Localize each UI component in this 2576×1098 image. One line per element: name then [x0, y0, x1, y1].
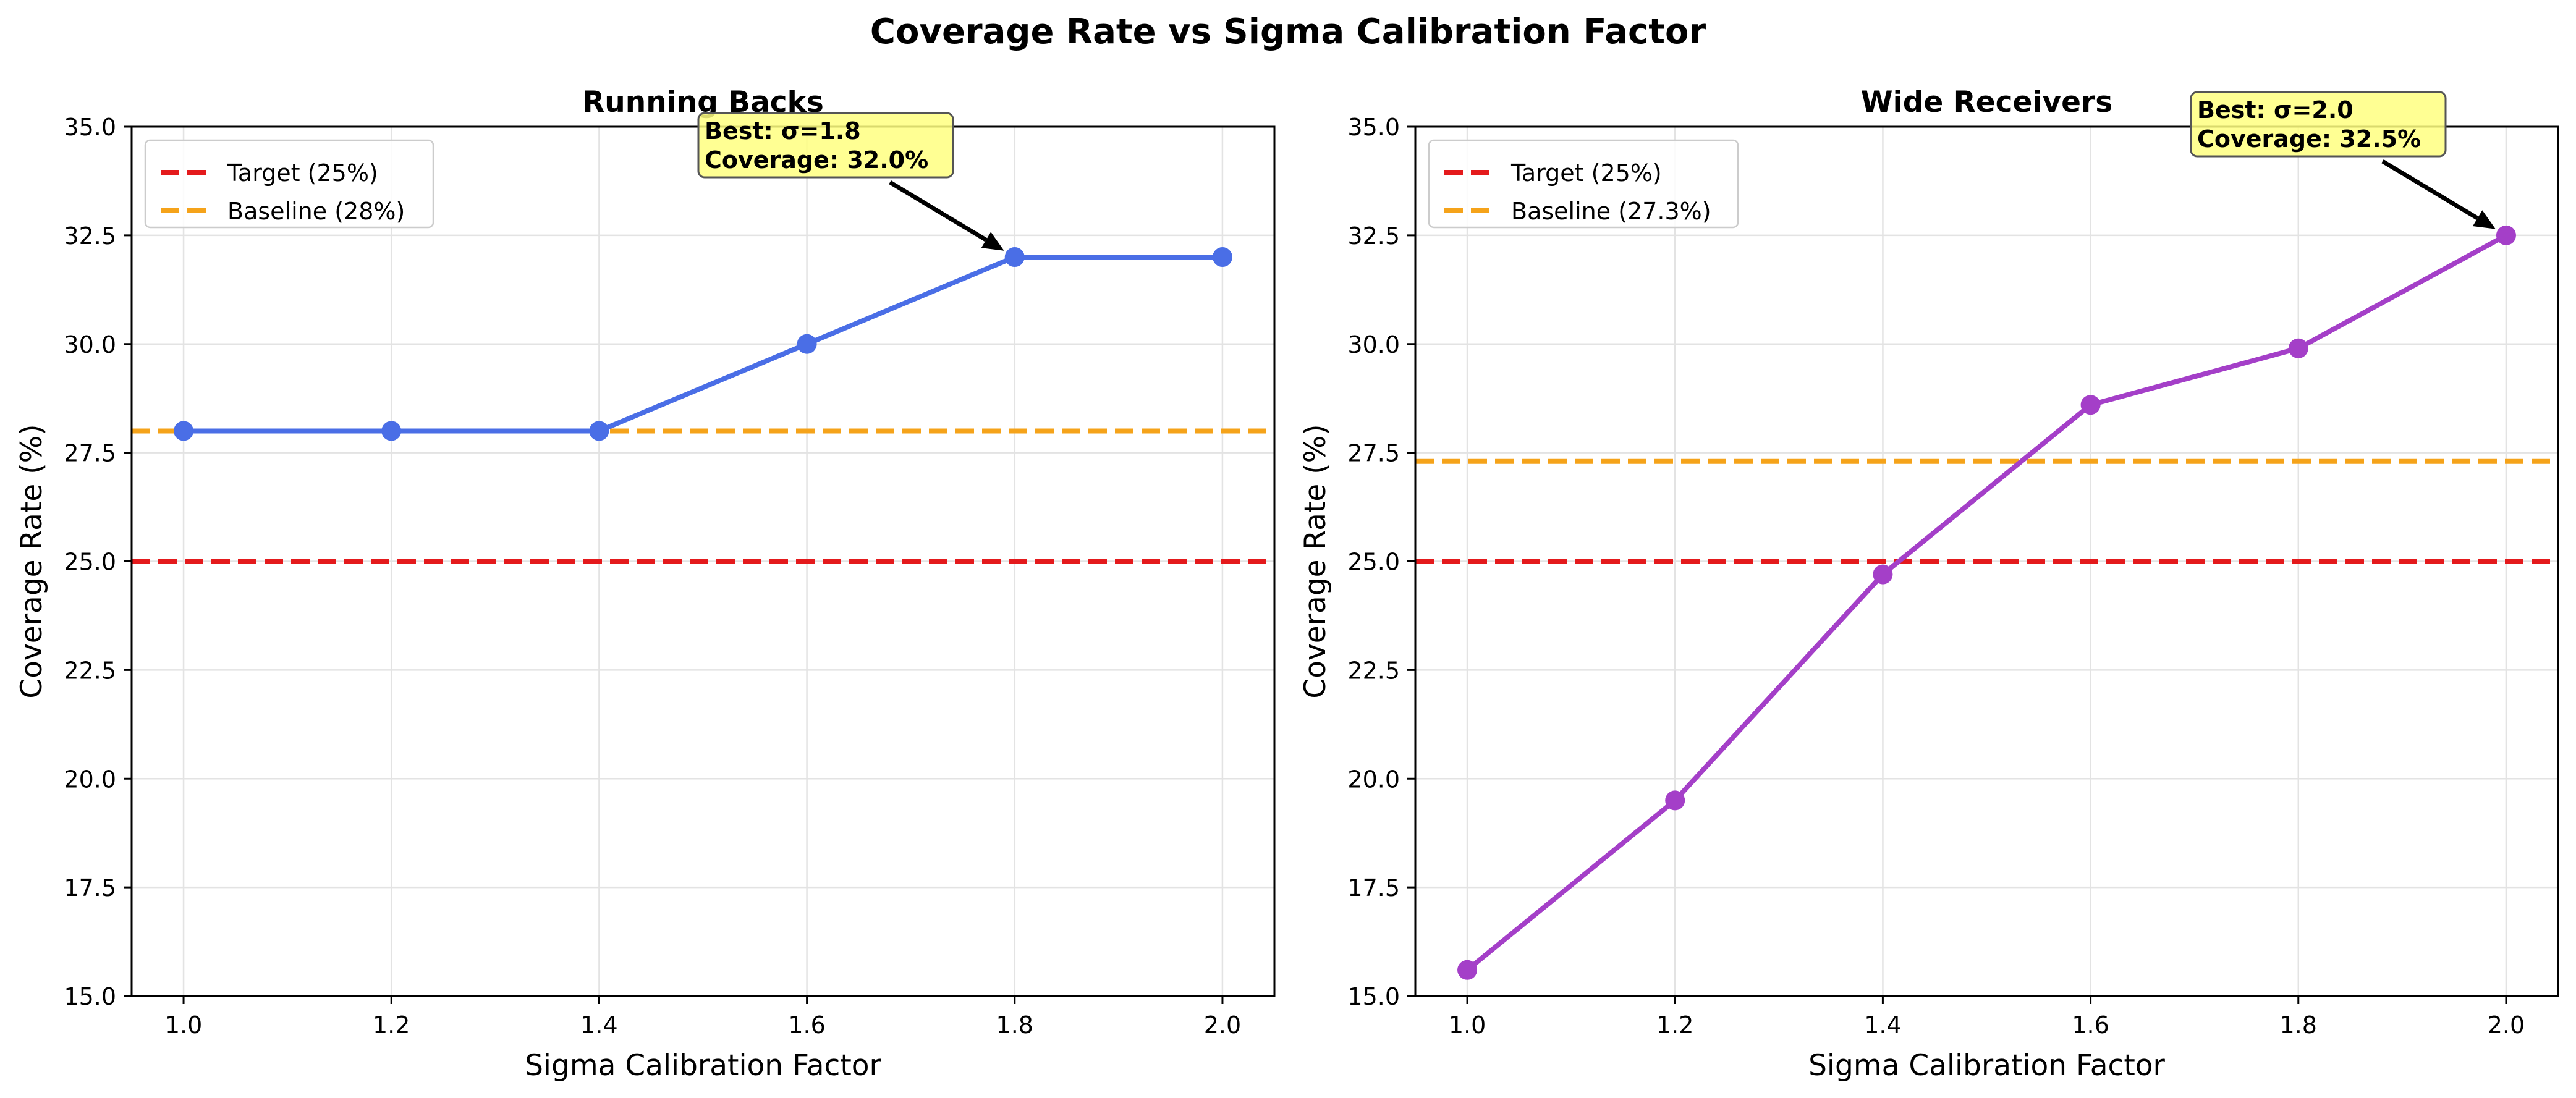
y-tick-label: 22.5 — [64, 657, 116, 684]
y-tick-label: 20.0 — [64, 766, 116, 793]
panel-running-backs: 1.0 1.2 1.4 1.6 1.8 2.0 15.0 17.5 20.0 22.5 25.0 27… — [15, 85, 1276, 1083]
annotation-box — [2190, 91, 2447, 158]
x-tick-label: 1.2 — [1656, 1011, 1693, 1039]
annotation-arrow-head — [2472, 210, 2496, 229]
y-tick-label: 22.5 — [1347, 657, 1400, 684]
y-axis-label: Coverage Rate (%) — [1299, 424, 1332, 698]
y-tick-label: 17.5 — [64, 874, 116, 902]
x-tick-label: 2.0 — [2488, 1011, 2525, 1039]
legend-label: Baseline (27.3%) — [1511, 198, 1711, 225]
series-line — [184, 255, 1222, 434]
y-tick-label: 30.0 — [1347, 331, 1400, 358]
y-tick-label: 20.0 — [1347, 766, 1400, 793]
data-point — [2288, 338, 2308, 358]
y-tick-label: 35.0 — [1347, 114, 1400, 141]
x-axis-label: Sigma Calibration Factor — [1808, 1049, 2165, 1083]
x-tick-label: 1.4 — [1864, 1011, 1901, 1039]
data-point — [2496, 225, 2516, 245]
data-point — [1212, 247, 1232, 268]
annotation-arrow-shaft — [889, 180, 988, 242]
data-point — [1873, 564, 1893, 585]
annotation-box — [697, 112, 954, 179]
legend-label: Target (25%) — [227, 159, 378, 187]
data-point — [1665, 790, 1685, 811]
data-point — [174, 421, 194, 441]
data-point — [797, 334, 817, 354]
annotation-text: Best: σ=2.0 — [2197, 96, 2354, 124]
data-point — [1004, 247, 1025, 268]
y-tick-label: 25.0 — [64, 549, 116, 576]
x-tick-label: 1.0 — [1449, 1011, 1486, 1039]
y-tick-label: 15.0 — [64, 983, 116, 1010]
data-point — [2080, 395, 2101, 415]
data-point — [589, 421, 609, 441]
data-point — [381, 421, 402, 441]
legend-box — [1428, 139, 1739, 229]
annotation-text: Coverage: 32.5% — [2197, 125, 2421, 153]
legend-box — [144, 139, 434, 229]
annotation-text: Best: σ=1.8 — [705, 117, 861, 145]
x-tick-label: 1.6 — [788, 1011, 825, 1039]
y-tick-label: 27.5 — [64, 440, 116, 467]
annotation-arrow-shaft — [2381, 159, 2479, 221]
legend-label: Target (25%) — [1510, 159, 1662, 187]
data-point — [1457, 960, 1478, 980]
x-tick-label: 2.0 — [1204, 1011, 1241, 1039]
series-line — [1465, 233, 2507, 972]
x-tick-label: 1.2 — [373, 1011, 410, 1039]
x-tick-label: 1.0 — [165, 1011, 202, 1039]
y-tick-label: 32.5 — [64, 222, 116, 250]
annotation-text: Coverage: 32.0% — [705, 146, 928, 174]
annotation-arrow-head — [981, 232, 1004, 251]
x-axis-label: Sigma Calibration Factor — [525, 1049, 881, 1083]
y-tick-label: 27.5 — [1347, 440, 1400, 467]
y-tick-label: 17.5 — [1347, 874, 1400, 902]
y-tick-label: 15.0 — [1347, 983, 1400, 1010]
y-tick-label: 25.0 — [1347, 549, 1400, 576]
y-tick-label: 35.0 — [64, 114, 116, 141]
x-tick-label: 1.6 — [2072, 1011, 2109, 1039]
y-tick-label: 30.0 — [64, 331, 116, 358]
figure-title: Coverage Rate vs Sigma Calibration Facto… — [870, 12, 1706, 52]
x-tick-label: 1.4 — [580, 1011, 617, 1039]
chart-title: Wide Receivers — [1861, 85, 2112, 119]
panel-wide-receivers: 1.0 1.2 1.4 1.6 1.8 2.0 15.0 17.5 20.0 22.5 25.0 27… — [1299, 85, 2559, 1083]
legend-label: Baseline (28%) — [227, 198, 405, 225]
x-tick-label: 1.8 — [996, 1011, 1033, 1039]
y-tick-label: 32.5 — [1347, 222, 1400, 250]
y-axis-label: Coverage Rate (%) — [15, 424, 49, 698]
x-tick-label: 1.8 — [2280, 1011, 2317, 1039]
